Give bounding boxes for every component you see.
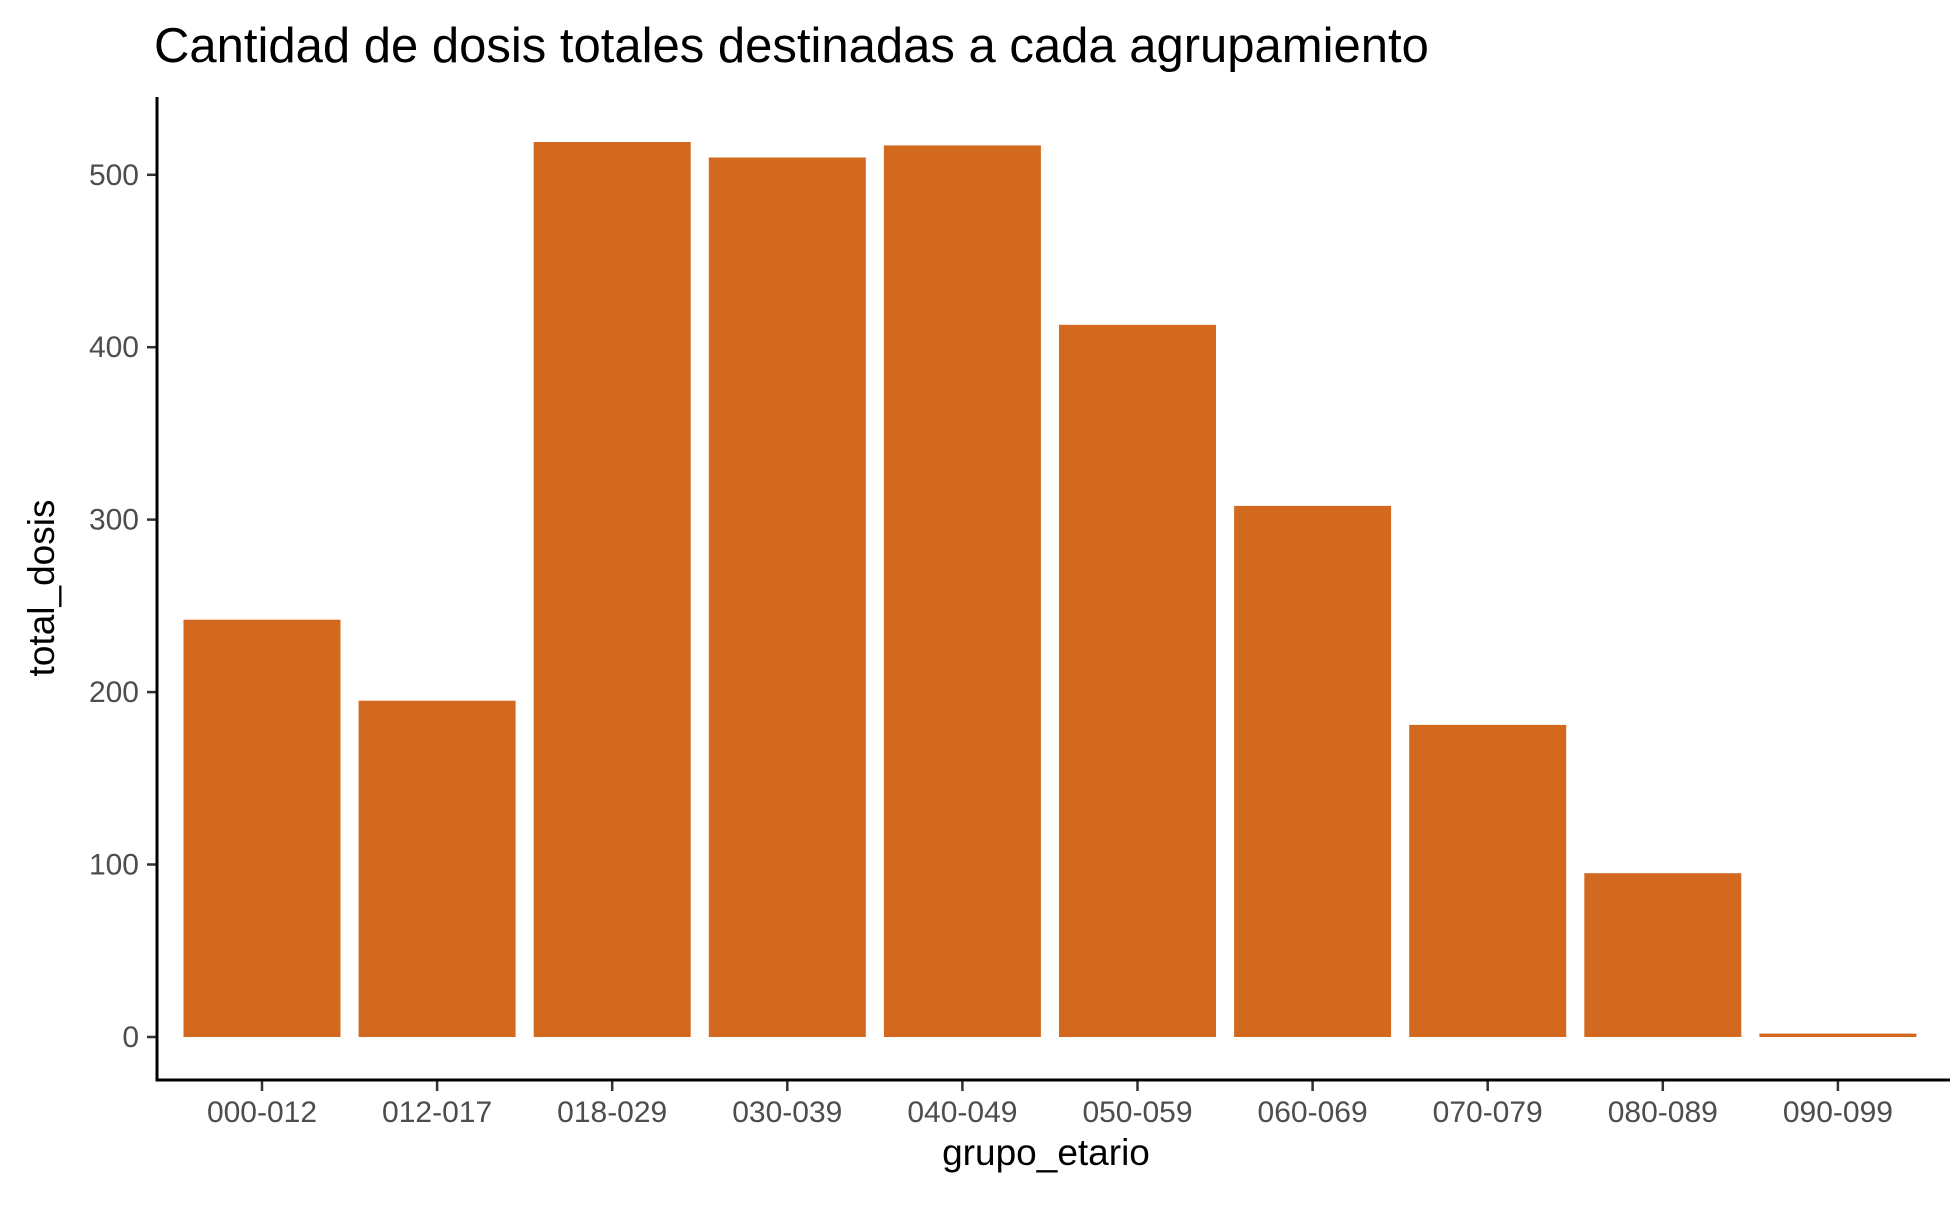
bar-040-049 <box>883 145 1041 1037</box>
x-tick-label: 000-012 <box>207 1096 317 1129</box>
x-axis-ticks: 000-012 012-017 018-029 030-039 040-049 050-0… <box>207 1080 1893 1129</box>
x-tick-label: 012-017 <box>382 1096 492 1129</box>
y-axis-ticks: 0 100 200 300 400 500 <box>89 159 157 1054</box>
bar-060-069 <box>1234 505 1392 1037</box>
bar-070-079 <box>1409 724 1567 1037</box>
y-tick-label: 100 <box>89 849 139 882</box>
x-tick-label: 040-049 <box>907 1096 1017 1129</box>
bar-080-089 <box>1584 873 1742 1037</box>
x-axis-title: grupo_etario <box>942 1132 1150 1173</box>
x-tick-label: 070-079 <box>1433 1096 1543 1129</box>
x-tick-label: 018-029 <box>557 1096 667 1129</box>
y-tick-label: 300 <box>89 504 139 537</box>
x-tick-label: 080-089 <box>1608 1096 1718 1129</box>
y-tick-label: 0 <box>122 1021 139 1054</box>
x-tick-label: 060-069 <box>1258 1096 1368 1129</box>
x-tick-label: 090-099 <box>1783 1096 1893 1129</box>
bar-018-029 <box>533 142 691 1037</box>
y-tick-label: 400 <box>89 331 139 364</box>
bar-012-017 <box>358 700 516 1037</box>
bar-050-059 <box>1059 324 1216 1037</box>
chart-title: Cantidad de dosis totales destinadas a c… <box>154 19 1429 73</box>
y-tick-label: 500 <box>89 159 139 192</box>
bar-030-039 <box>708 157 866 1037</box>
y-tick-label: 200 <box>89 676 139 709</box>
x-tick-label: 030-039 <box>732 1096 842 1129</box>
bars-layer <box>183 142 1917 1037</box>
bar-090-099 <box>1759 1033 1917 1037</box>
y-axis-title: total_dosis <box>21 500 62 677</box>
bar-000-012 <box>183 619 341 1037</box>
x-tick-label: 050-059 <box>1082 1096 1192 1129</box>
